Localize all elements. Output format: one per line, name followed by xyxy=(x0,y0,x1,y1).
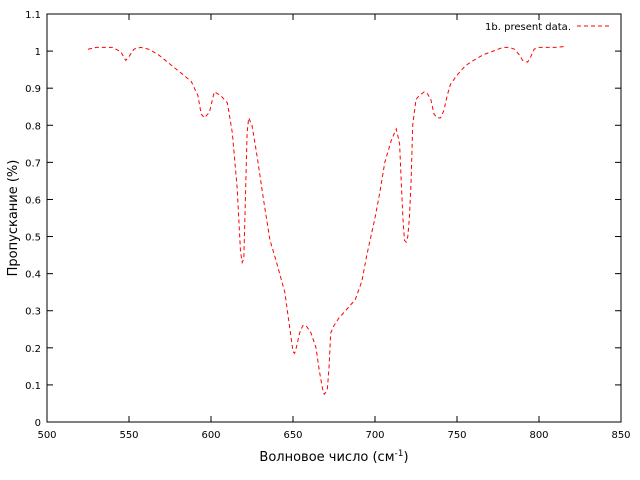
legend-label: 1b. present data. xyxy=(485,22,571,33)
x-axis-title-close: ) xyxy=(403,450,408,465)
x-tick-label: 750 xyxy=(447,430,466,441)
plot-frame xyxy=(46,13,622,423)
y-axis-title: Пропускание (%) xyxy=(6,160,21,277)
axis-ticks: 500 550 600 650 700 750 800 850 0 0.1 0.2 0.3 0.4 0.5… xyxy=(25,10,630,441)
x-tick-label: 600 xyxy=(201,430,220,441)
x-tick-label: 700 xyxy=(365,430,384,441)
x-tick-label: 850 xyxy=(611,430,630,441)
y-tick-label: 0.1 xyxy=(25,381,41,392)
y-tick-label: 0.7 xyxy=(25,158,41,169)
y-tick-label: 0.4 xyxy=(25,270,41,281)
x-tick-label: 650 xyxy=(283,430,302,441)
y-tick-label: 1 xyxy=(35,47,41,58)
y-tick-label: 0.9 xyxy=(25,84,41,95)
y-tick-label: 0.6 xyxy=(25,195,41,206)
x-tick-label: 800 xyxy=(529,430,548,441)
x-tick-label: 500 xyxy=(37,430,56,441)
x-axis-title-superscript: -1 xyxy=(395,449,404,459)
y-tick-label: 0.3 xyxy=(25,307,41,318)
y-tick-label: 0 xyxy=(35,418,41,429)
series-layer xyxy=(87,46,564,396)
y-tick-label: 1.1 xyxy=(25,10,41,21)
x-axis-title: Волновое число (см-1) xyxy=(259,449,408,465)
y-tick-label: 0.8 xyxy=(25,121,41,132)
y-tick-label: 0.2 xyxy=(25,344,41,355)
x-axis-title-text: Волновое число (см xyxy=(259,450,394,465)
legend: 1b. present data. xyxy=(485,22,610,33)
y-tick-label: 0.5 xyxy=(25,233,41,244)
series-line xyxy=(87,46,564,396)
x-tick-label: 550 xyxy=(119,430,138,441)
